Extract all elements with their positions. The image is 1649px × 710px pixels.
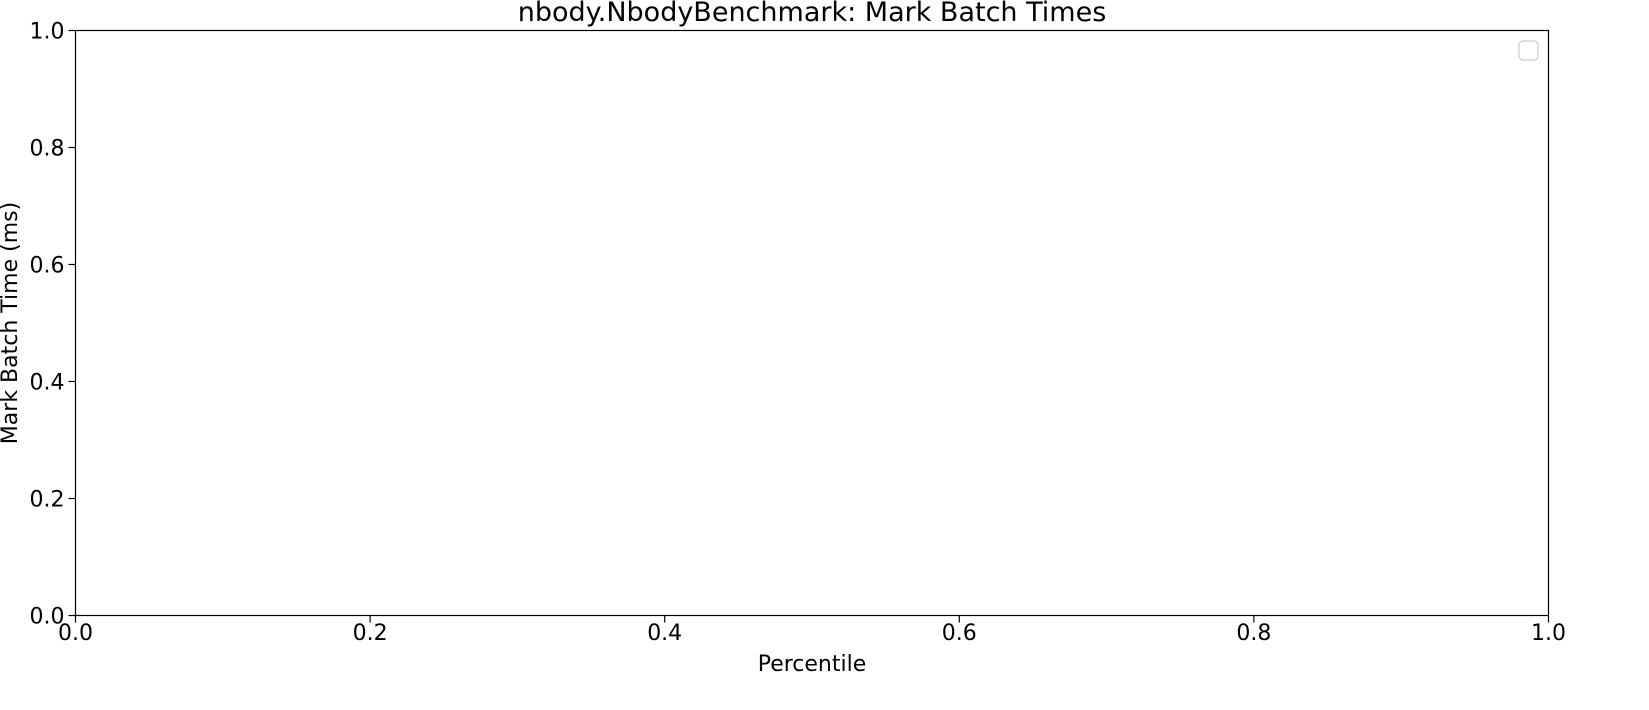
y-tick-label: 0.2 xyxy=(30,488,65,513)
y-tick-label: 0.6 xyxy=(30,254,65,279)
y-tick-label: 1.0 xyxy=(30,20,65,45)
x-tick-label: 0.4 xyxy=(647,621,682,646)
y-tick-label: 0.4 xyxy=(30,371,65,396)
plot-area xyxy=(74,29,1550,617)
y-axis: 0.0 0.2 0.4 0.6 0.8 1.0 xyxy=(30,20,76,630)
x-axis-label: Percentile xyxy=(758,652,867,677)
chart-title: nbody.NbodyBenchmark: Mark Batch Times xyxy=(518,0,1107,28)
x-tick-label: 0.6 xyxy=(942,621,977,646)
y-axis-label: Mark Batch Time (ms) xyxy=(0,202,23,444)
y-tick-label: 0.8 xyxy=(30,137,65,162)
x-tick-label: 0.0 xyxy=(58,621,93,646)
x-axis: 0.0 0.2 0.4 0.6 0.8 1.0 xyxy=(58,615,1566,646)
x-tick-label: 0.2 xyxy=(353,621,388,646)
y-tick-label: 0.0 xyxy=(30,605,65,630)
x-tick-label: 0.8 xyxy=(1236,621,1271,646)
x-tick-label: 1.0 xyxy=(1531,621,1566,646)
legend-box xyxy=(1518,40,1539,61)
